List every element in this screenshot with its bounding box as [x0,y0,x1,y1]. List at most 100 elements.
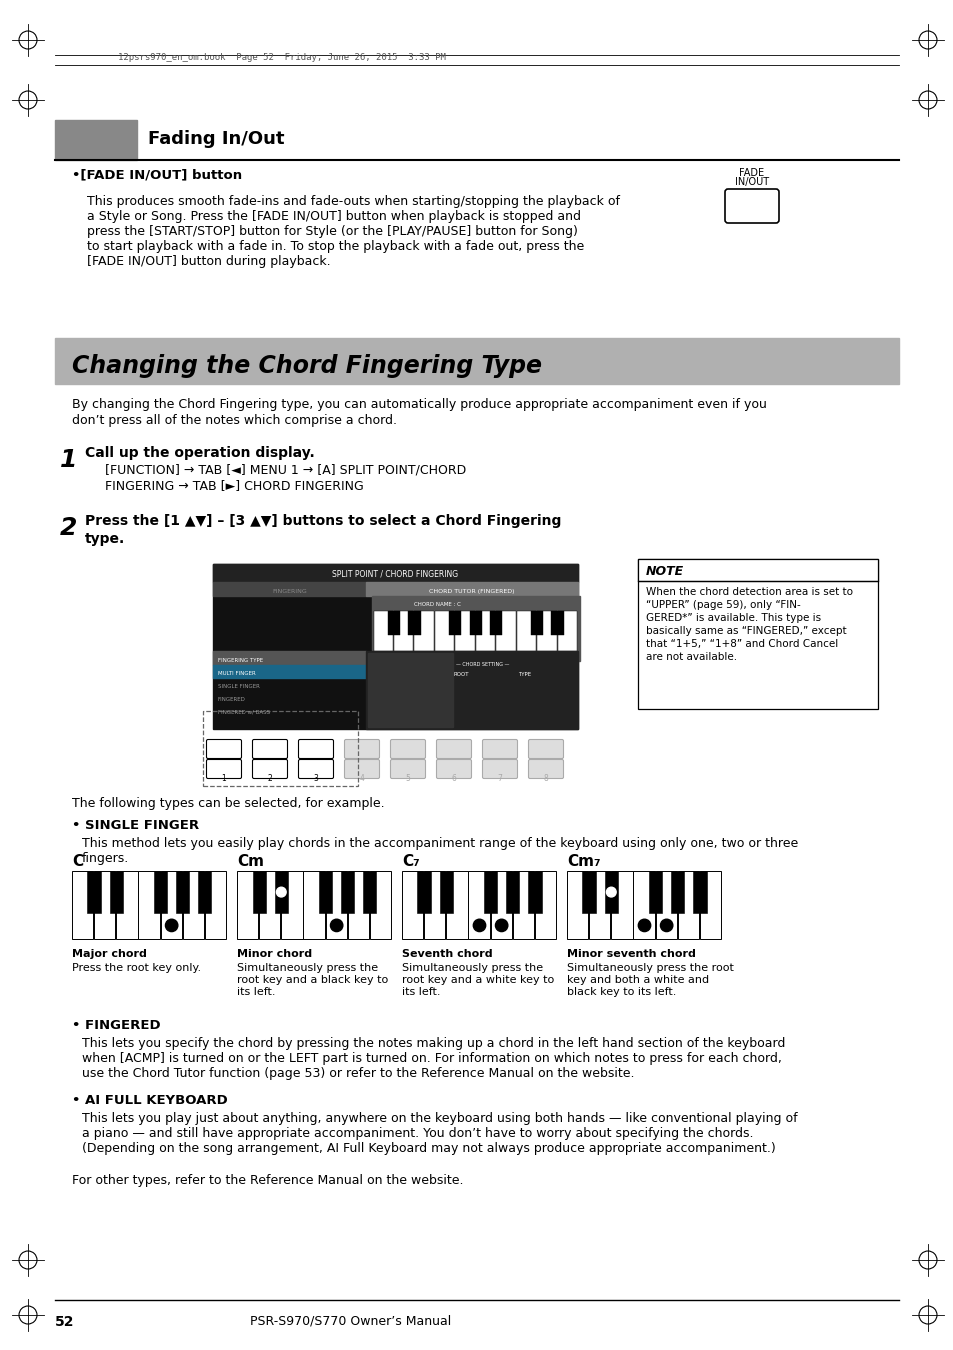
Circle shape [330,919,342,931]
Text: Simultaneously press the root: Simultaneously press the root [566,963,733,973]
Bar [566,871,588,940]
Text: C₇: C₇ [401,855,419,869]
Bar [469,612,481,634]
Bar [259,871,280,940]
Text: 1: 1 [60,448,77,472]
Bar [496,612,516,651]
Text: GERED*” is available. This type is: GERED*” is available. This type is [645,613,821,622]
Bar [535,871,556,940]
Text: Minor chord: Minor chord [236,949,312,958]
Text: • SINGLE FINGER: • SINGLE FINGER [71,819,199,832]
Bar [325,871,347,940]
Bar [394,612,413,651]
Text: a piano — and still have appropriate accompaniment. You don’t have to worry abou: a piano — and still have appropriate acc… [82,1127,753,1139]
Bar [372,595,579,662]
Text: MULTI FINGER: MULTI FINGER [218,671,255,676]
FancyBboxPatch shape [253,760,287,779]
Bar [213,564,578,729]
Bar [116,871,137,940]
Bar [253,871,266,913]
Text: Press the root key only.: Press the root key only. [71,963,201,973]
Bar [370,871,391,940]
Bar [582,871,596,913]
Text: 12psrs970_en_om.book  Page 52  Friday, June 26, 2015  3:33 PM: 12psrs970_en_om.book Page 52 Friday, Jun… [118,53,445,62]
FancyBboxPatch shape [390,760,425,779]
Text: This method lets you easily play chords in the accompaniment range of the keyboa: This method lets you easily play chords … [82,837,798,850]
Text: press the [START/STOP] button for Style (or the [PLAY/PAUSE] button for Song): press the [START/STOP] button for Style … [87,225,578,238]
Text: that “1+5,” “1+8” and Chord Cancel: that “1+5,” “1+8” and Chord Cancel [645,639,838,649]
Text: This lets you play just about anything, anywhere on the keyboard using both hand: This lets you play just about anything, … [82,1112,797,1125]
Text: 52: 52 [55,1315,74,1328]
Bar [414,612,434,651]
Bar [655,871,677,940]
Text: “UPPER” (page 59), only “FIN-: “UPPER” (page 59), only “FIN- [645,599,800,610]
Bar [531,612,542,634]
FancyBboxPatch shape [344,740,379,759]
Text: 2: 2 [268,774,273,783]
Bar [318,871,332,913]
Text: — CHORD SETTING —: — CHORD SETTING — [456,662,509,667]
Bar [638,559,877,580]
Text: NOTE: NOTE [645,566,683,578]
Text: [FUNCTION] → TAB [◄] MENU 1 → [A] SPLIT POINT/CHORD: [FUNCTION] → TAB [◄] MENU 1 → [A] SPLIT … [105,464,466,477]
Text: (Depending on the song arrangement, AI Full Keyboard may not always produce appr: (Depending on the song arrangement, AI F… [82,1142,775,1156]
Text: C: C [71,855,83,869]
Bar [700,871,720,940]
Text: For other types, refer to the Reference Manual on the website.: For other types, refer to the Reference … [71,1174,463,1187]
Bar [366,651,578,729]
Bar [176,871,189,913]
Text: 3: 3 [314,774,318,783]
Bar [604,871,618,913]
Text: FINGERED w/ BASS: FINGERED w/ BASS [218,710,270,716]
Text: 4: 4 [359,774,364,783]
Circle shape [606,887,616,896]
Text: • AI FULL KEYBOARD: • AI FULL KEYBOARD [71,1094,228,1107]
Bar [363,871,376,913]
Bar [589,871,610,940]
Text: FINGERING → TAB [►] CHORD FINGERING: FINGERING → TAB [►] CHORD FINGERING [105,479,363,491]
Bar [512,871,534,940]
Text: The following types can be selected, for example.: The following types can be selected, for… [71,796,384,810]
Bar [490,612,502,634]
Bar [505,871,518,913]
Bar [537,612,556,651]
Text: to start playback with a fade in. To stop the playback with a fade out, press th: to start playback with a fade in. To sto… [87,240,583,252]
Bar [611,871,632,940]
FancyBboxPatch shape [390,740,425,759]
Bar [528,871,541,913]
FancyBboxPatch shape [436,760,471,779]
Bar [303,871,324,940]
Bar [517,612,536,651]
Bar [88,871,101,913]
Text: TYPE: TYPE [518,672,531,676]
Text: FADE: FADE [739,167,763,178]
Text: FINGERING TYPE: FINGERING TYPE [218,657,263,663]
Text: black key to its left.: black key to its left. [566,987,676,998]
Text: key and both a white and: key and both a white and [566,975,708,985]
Text: Call up the operation display.: Call up the operation display. [85,446,314,460]
Bar [213,666,366,678]
Text: Simultaneously press the: Simultaneously press the [236,963,377,973]
Text: Major chord: Major chord [71,949,147,958]
FancyBboxPatch shape [253,740,287,759]
Bar [648,871,661,913]
Text: FINGERED: FINGERED [218,697,246,702]
Text: root key and a white key to: root key and a white key to [401,975,554,985]
Text: ROOT: ROOT [454,672,469,676]
Text: use the Chord Tutor function (page 53) or refer to the Reference Manual on the w: use the Chord Tutor function (page 53) o… [82,1066,634,1080]
Bar [401,871,423,940]
Bar [160,871,182,940]
Bar [213,651,366,666]
Bar [638,559,877,709]
Bar [274,871,288,913]
Text: FINGERING: FINGERING [272,589,307,594]
Text: basically same as “FINGERED,” except: basically same as “FINGERED,” except [645,626,845,636]
Bar [153,871,167,913]
Bar [455,612,475,651]
Text: 8: 8 [543,774,548,783]
Bar [677,871,699,940]
Text: • FINGERED: • FINGERED [71,1019,160,1031]
Bar [446,871,467,940]
Bar [198,871,212,913]
Bar [341,871,354,913]
